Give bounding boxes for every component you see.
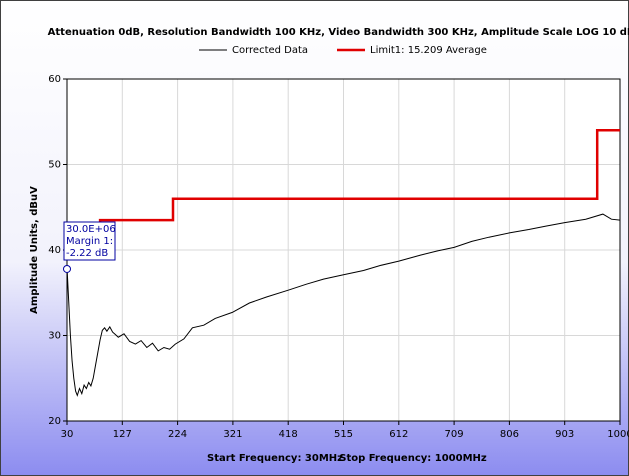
- x-tick-label: 224: [168, 429, 187, 440]
- x-tick-label: 127: [113, 429, 132, 440]
- x-tick-label: 1000: [607, 429, 629, 440]
- x-tick-label: 806: [500, 429, 519, 440]
- legend-label: Corrected Data: [232, 45, 308, 56]
- x-tick-label: 709: [445, 429, 464, 440]
- x-tick-label: 321: [223, 429, 242, 440]
- marker-box: [63, 221, 116, 261]
- x-tick-label: 30: [61, 429, 74, 440]
- marker-text: 30.0E+06: [66, 224, 116, 235]
- x-tick-label: 418: [279, 429, 298, 440]
- data-line: [66, 213, 621, 397]
- x-tick-label: 903: [555, 429, 574, 440]
- marker-text: -2.22 dB: [66, 248, 108, 259]
- x-axis-label: Stop Frequency: 1000MHz: [339, 453, 487, 464]
- marker-text: Margin 1:: [66, 236, 113, 247]
- y-tick-label: 60: [48, 74, 61, 85]
- chart-title: Attenuation 0dB, Resolution Bandwidth 10…: [48, 27, 629, 38]
- x-axis-label: Start Frequency: 30MHz: [207, 453, 343, 464]
- x-tick-label: 612: [389, 429, 408, 440]
- legend-label: Limit1: 15.209 Average: [370, 45, 487, 56]
- y-tick-label: 50: [48, 160, 61, 171]
- y-axis-label: Amplitude Units, dBuV: [29, 186, 40, 314]
- y-tick-label: 30: [48, 331, 61, 342]
- y-tick-label: 40: [48, 245, 61, 256]
- y-tick-label: 20: [48, 416, 61, 427]
- marker-point: [63, 264, 71, 273]
- x-tick-label: 515: [334, 429, 353, 440]
